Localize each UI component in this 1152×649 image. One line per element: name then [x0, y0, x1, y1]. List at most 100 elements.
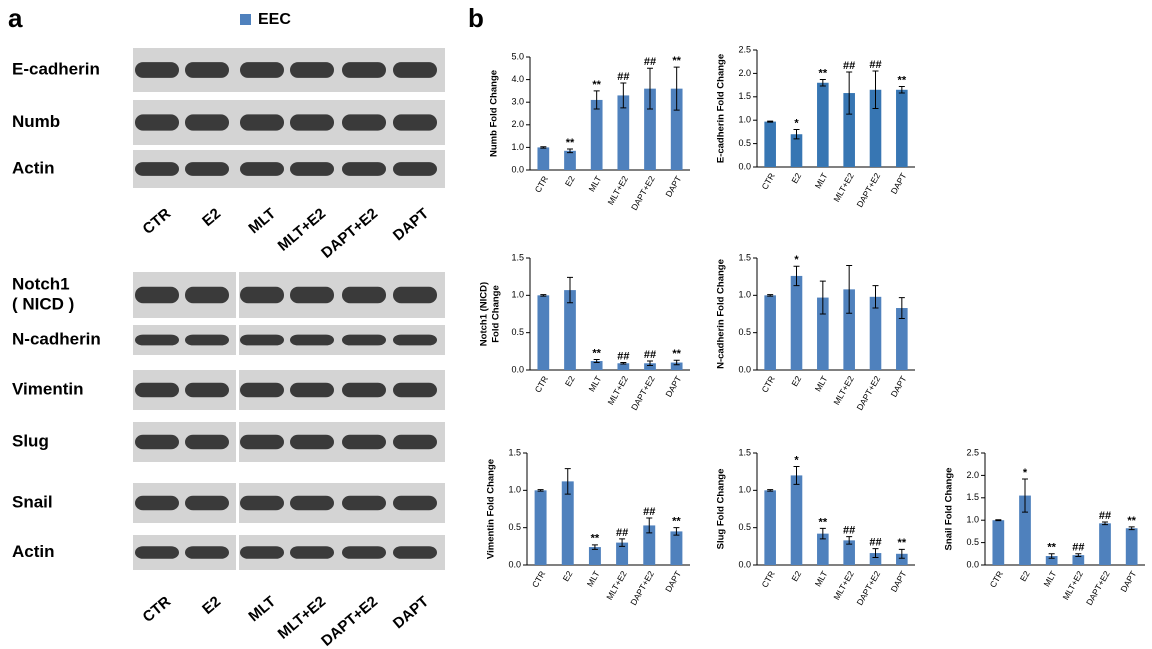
- band: [135, 62, 179, 78]
- significance: **: [1047, 542, 1056, 554]
- band: [342, 62, 386, 78]
- error-bar: [767, 489, 774, 492]
- x-tick-label: MLT+E2: [831, 569, 856, 602]
- bar: [537, 147, 550, 170]
- band: [135, 495, 179, 511]
- error-bar: [591, 544, 598, 550]
- x-tick-label: DAPT: [663, 374, 683, 399]
- error-bar: [620, 362, 627, 365]
- protein-label: E-cadherin: [12, 59, 100, 78]
- x-tick-label: MLT: [813, 569, 830, 588]
- y-axis-label: E-cadherin Fold Change: [716, 54, 727, 163]
- band: [393, 162, 437, 176]
- x-tick-label: DAPT+E2: [1084, 569, 1112, 607]
- protein-label: Actin: [12, 158, 55, 177]
- x-tick-label: DAPT+E2: [855, 569, 883, 607]
- x-tick-label: E2: [789, 569, 803, 583]
- error-bar: [564, 468, 571, 495]
- protein-label: Notch1: [12, 274, 70, 293]
- lane-label: DAPT+E2: [318, 205, 381, 262]
- y-tick-label: 0.0: [508, 559, 521, 569]
- y-tick-label: 0.5: [966, 537, 979, 547]
- x-tick-label: DAPT+E2: [855, 374, 883, 412]
- significance: ##: [843, 60, 855, 72]
- y-tick-label: 1.5: [508, 447, 521, 457]
- error-bar: [673, 527, 680, 536]
- x-tick-label: CTR: [759, 374, 776, 394]
- bar: [869, 89, 882, 167]
- x-tick-label: DAPT: [663, 569, 683, 594]
- y-tick-label: 0.0: [738, 161, 751, 171]
- x-tick-label: E2: [563, 374, 577, 388]
- band: [393, 495, 437, 511]
- band: [185, 162, 229, 176]
- lane-label: DAPT+E2: [318, 593, 381, 649]
- band: [240, 286, 284, 304]
- bar: [1099, 523, 1111, 565]
- bar: [670, 362, 683, 370]
- bar: [817, 82, 829, 167]
- y-tick-label: 0.0: [511, 364, 524, 374]
- band: [290, 62, 334, 78]
- x-tick-label: MLT: [586, 174, 603, 193]
- significance: ##: [1072, 542, 1084, 554]
- bar: [537, 295, 550, 370]
- y-axis-label: Numb Fold Change: [489, 70, 500, 157]
- error-bar: [872, 548, 879, 559]
- lane-label: E2: [199, 593, 224, 618]
- y-tick-label: 0.0: [738, 559, 751, 569]
- band: [240, 114, 284, 131]
- bar: [790, 275, 803, 370]
- band: [290, 434, 334, 450]
- error-bar: [819, 280, 826, 315]
- lane-label: CTR: [140, 593, 175, 626]
- x-tick-label: E2: [1018, 569, 1032, 583]
- significance: **: [898, 537, 907, 549]
- error-bar: [1128, 526, 1135, 531]
- y-axis-label: Vimentin Fold Change: [486, 459, 497, 559]
- x-tick-label: CTR: [759, 171, 776, 191]
- x-tick-label: MLT+E2: [605, 174, 630, 207]
- error-bar: [646, 517, 653, 534]
- blot-gap: [236, 422, 239, 462]
- significance: **: [672, 55, 681, 67]
- bar: [896, 553, 908, 565]
- bar: [896, 308, 908, 370]
- bar: [644, 363, 656, 370]
- y-tick-label: 1.5: [738, 91, 751, 101]
- lane-label: E2: [199, 205, 224, 230]
- significance: ##: [644, 56, 656, 68]
- band: [185, 334, 229, 346]
- y-tick-label: 2.0: [738, 68, 751, 78]
- significance: ##: [644, 349, 656, 361]
- band: [393, 434, 437, 450]
- x-tick-label: DAPT: [889, 171, 909, 196]
- bar: [643, 525, 656, 565]
- significance: *: [1023, 467, 1028, 479]
- error-bar: [673, 66, 680, 111]
- band: [393, 546, 437, 559]
- band: [240, 62, 284, 78]
- protein-label: ( NICD ): [12, 294, 74, 313]
- y-tick-label: 1.0: [511, 290, 524, 300]
- error-bar: [846, 264, 853, 314]
- y-tick-label: 0.5: [738, 522, 751, 532]
- band: [185, 114, 229, 131]
- band: [240, 162, 284, 176]
- error-bar: [793, 265, 800, 287]
- error-bar: [1102, 521, 1108, 526]
- x-tick-label: MLT: [585, 569, 602, 588]
- band: [240, 495, 284, 511]
- bar: [617, 95, 630, 170]
- blot-gap: [236, 325, 239, 355]
- x-tick-label: E2: [789, 171, 803, 185]
- band: [135, 286, 179, 304]
- y-tick-label: 1.0: [738, 115, 751, 125]
- significance: **: [591, 533, 600, 545]
- band: [135, 114, 179, 131]
- error-bar: [567, 276, 573, 304]
- protein-label: Actin: [12, 542, 55, 561]
- band: [185, 62, 229, 78]
- bar: [670, 531, 683, 565]
